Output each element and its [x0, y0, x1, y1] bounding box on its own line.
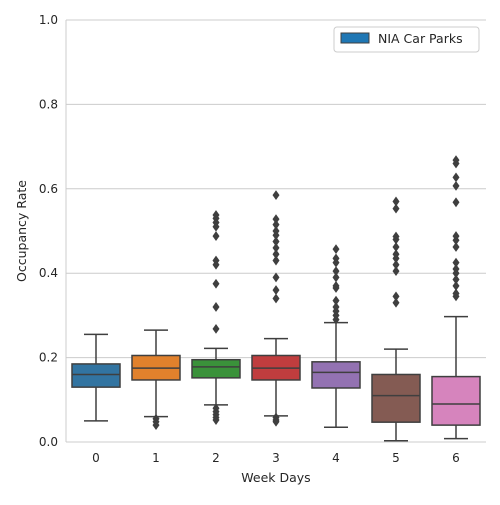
outlier-point: [452, 155, 460, 166]
y-tick-label: 0.6: [39, 182, 58, 196]
outlier-point: [272, 214, 280, 225]
y-axis-label: Occupancy Rate: [14, 180, 29, 282]
y-tick-label: 0.2: [39, 351, 58, 365]
outlier-point: [392, 242, 400, 252]
outlier-point: [452, 180, 460, 191]
y-tick-label: 1.0: [39, 13, 58, 27]
outlier-point: [392, 291, 400, 302]
box-group-2: [191, 210, 241, 425]
x-axis-label: Week Days: [241, 470, 310, 485]
y-tick-label: 0.4: [39, 266, 58, 280]
legend-swatch: [340, 32, 370, 44]
outlier-point: [272, 190, 280, 201]
box-group-6: [431, 155, 481, 440]
outlier-point: [212, 302, 220, 312]
outlier-point: [272, 285, 280, 295]
outlier-point: [272, 416, 280, 427]
x-tick-label: 3: [272, 451, 280, 465]
outlier-point: [272, 236, 280, 247]
outlier-point: [452, 264, 460, 274]
x-tick-label: 4: [332, 451, 340, 465]
x-tick-label: 5: [392, 451, 400, 465]
outlier-point: [332, 272, 340, 283]
legend: NIA Car Parks: [333, 26, 480, 53]
x-tick-label: 0: [92, 451, 100, 465]
box-body: [191, 358, 241, 379]
box-body: [371, 373, 421, 423]
outlier-point: [332, 253, 340, 264]
outlier-point: [392, 249, 400, 260]
outlier-point: [212, 278, 220, 289]
outlier-point: [332, 280, 340, 291]
x-tick-label: 2: [212, 451, 220, 465]
outlier-point: [452, 197, 460, 208]
box-group-4: [311, 244, 361, 428]
outlier-point: [452, 280, 460, 291]
outlier-point: [152, 420, 160, 431]
tick-layer: 0.0 0.2 0.4 0.6 0.8 1.0 0 1 2 3 4 5 6: [39, 13, 460, 465]
outlier-point: [392, 259, 400, 270]
outlier-point: [212, 415, 220, 425]
outlier-point: [332, 244, 340, 255]
box-group-0: [71, 333, 121, 422]
outlier-point: [392, 196, 400, 207]
box-group-5: [371, 196, 421, 442]
y-tick-label: 0.0: [39, 435, 58, 449]
outlier-point: [392, 203, 400, 214]
outlier-point: [272, 293, 280, 304]
outlier-point: [212, 231, 220, 241]
axes-layer: [65, 20, 486, 443]
box-group-3: [251, 190, 301, 427]
outlier-point: [272, 226, 280, 236]
outlier-point: [272, 242, 280, 253]
outlier-point: [452, 242, 460, 252]
legend-label: NIA Car Parks: [378, 31, 463, 46]
outlier-point: [452, 288, 460, 299]
outlier-point: [452, 231, 460, 241]
box-group-1: [131, 329, 181, 431]
x-tick-label: 1: [152, 451, 160, 465]
outlier-point: [392, 266, 400, 276]
outlier-point: [272, 249, 280, 260]
box-layer: [71, 155, 481, 442]
x-tick-label: 6: [452, 451, 460, 465]
outlier-point: [332, 295, 340, 306]
legend-frame: [333, 26, 480, 53]
outlier-point: [212, 255, 220, 266]
box-body: [431, 375, 481, 426]
outlier-point: [452, 172, 460, 183]
outlier-point: [452, 274, 460, 285]
outlier-point: [452, 257, 460, 268]
box-body: [71, 363, 121, 388]
y-tick-label: 0.8: [39, 97, 58, 111]
grid-layer: [66, 19, 486, 359]
outlier-point: [272, 272, 280, 283]
outlier-point: [332, 302, 340, 312]
outlier-point: [212, 324, 220, 334]
outlier-point: [392, 297, 400, 308]
outlier-point: [332, 266, 340, 276]
outlier-point: [272, 255, 280, 266]
outlier-point: [392, 231, 400, 242]
outlier-point: [272, 219, 280, 230]
box-body: [311, 361, 361, 389]
outlier-point: [212, 210, 220, 220]
